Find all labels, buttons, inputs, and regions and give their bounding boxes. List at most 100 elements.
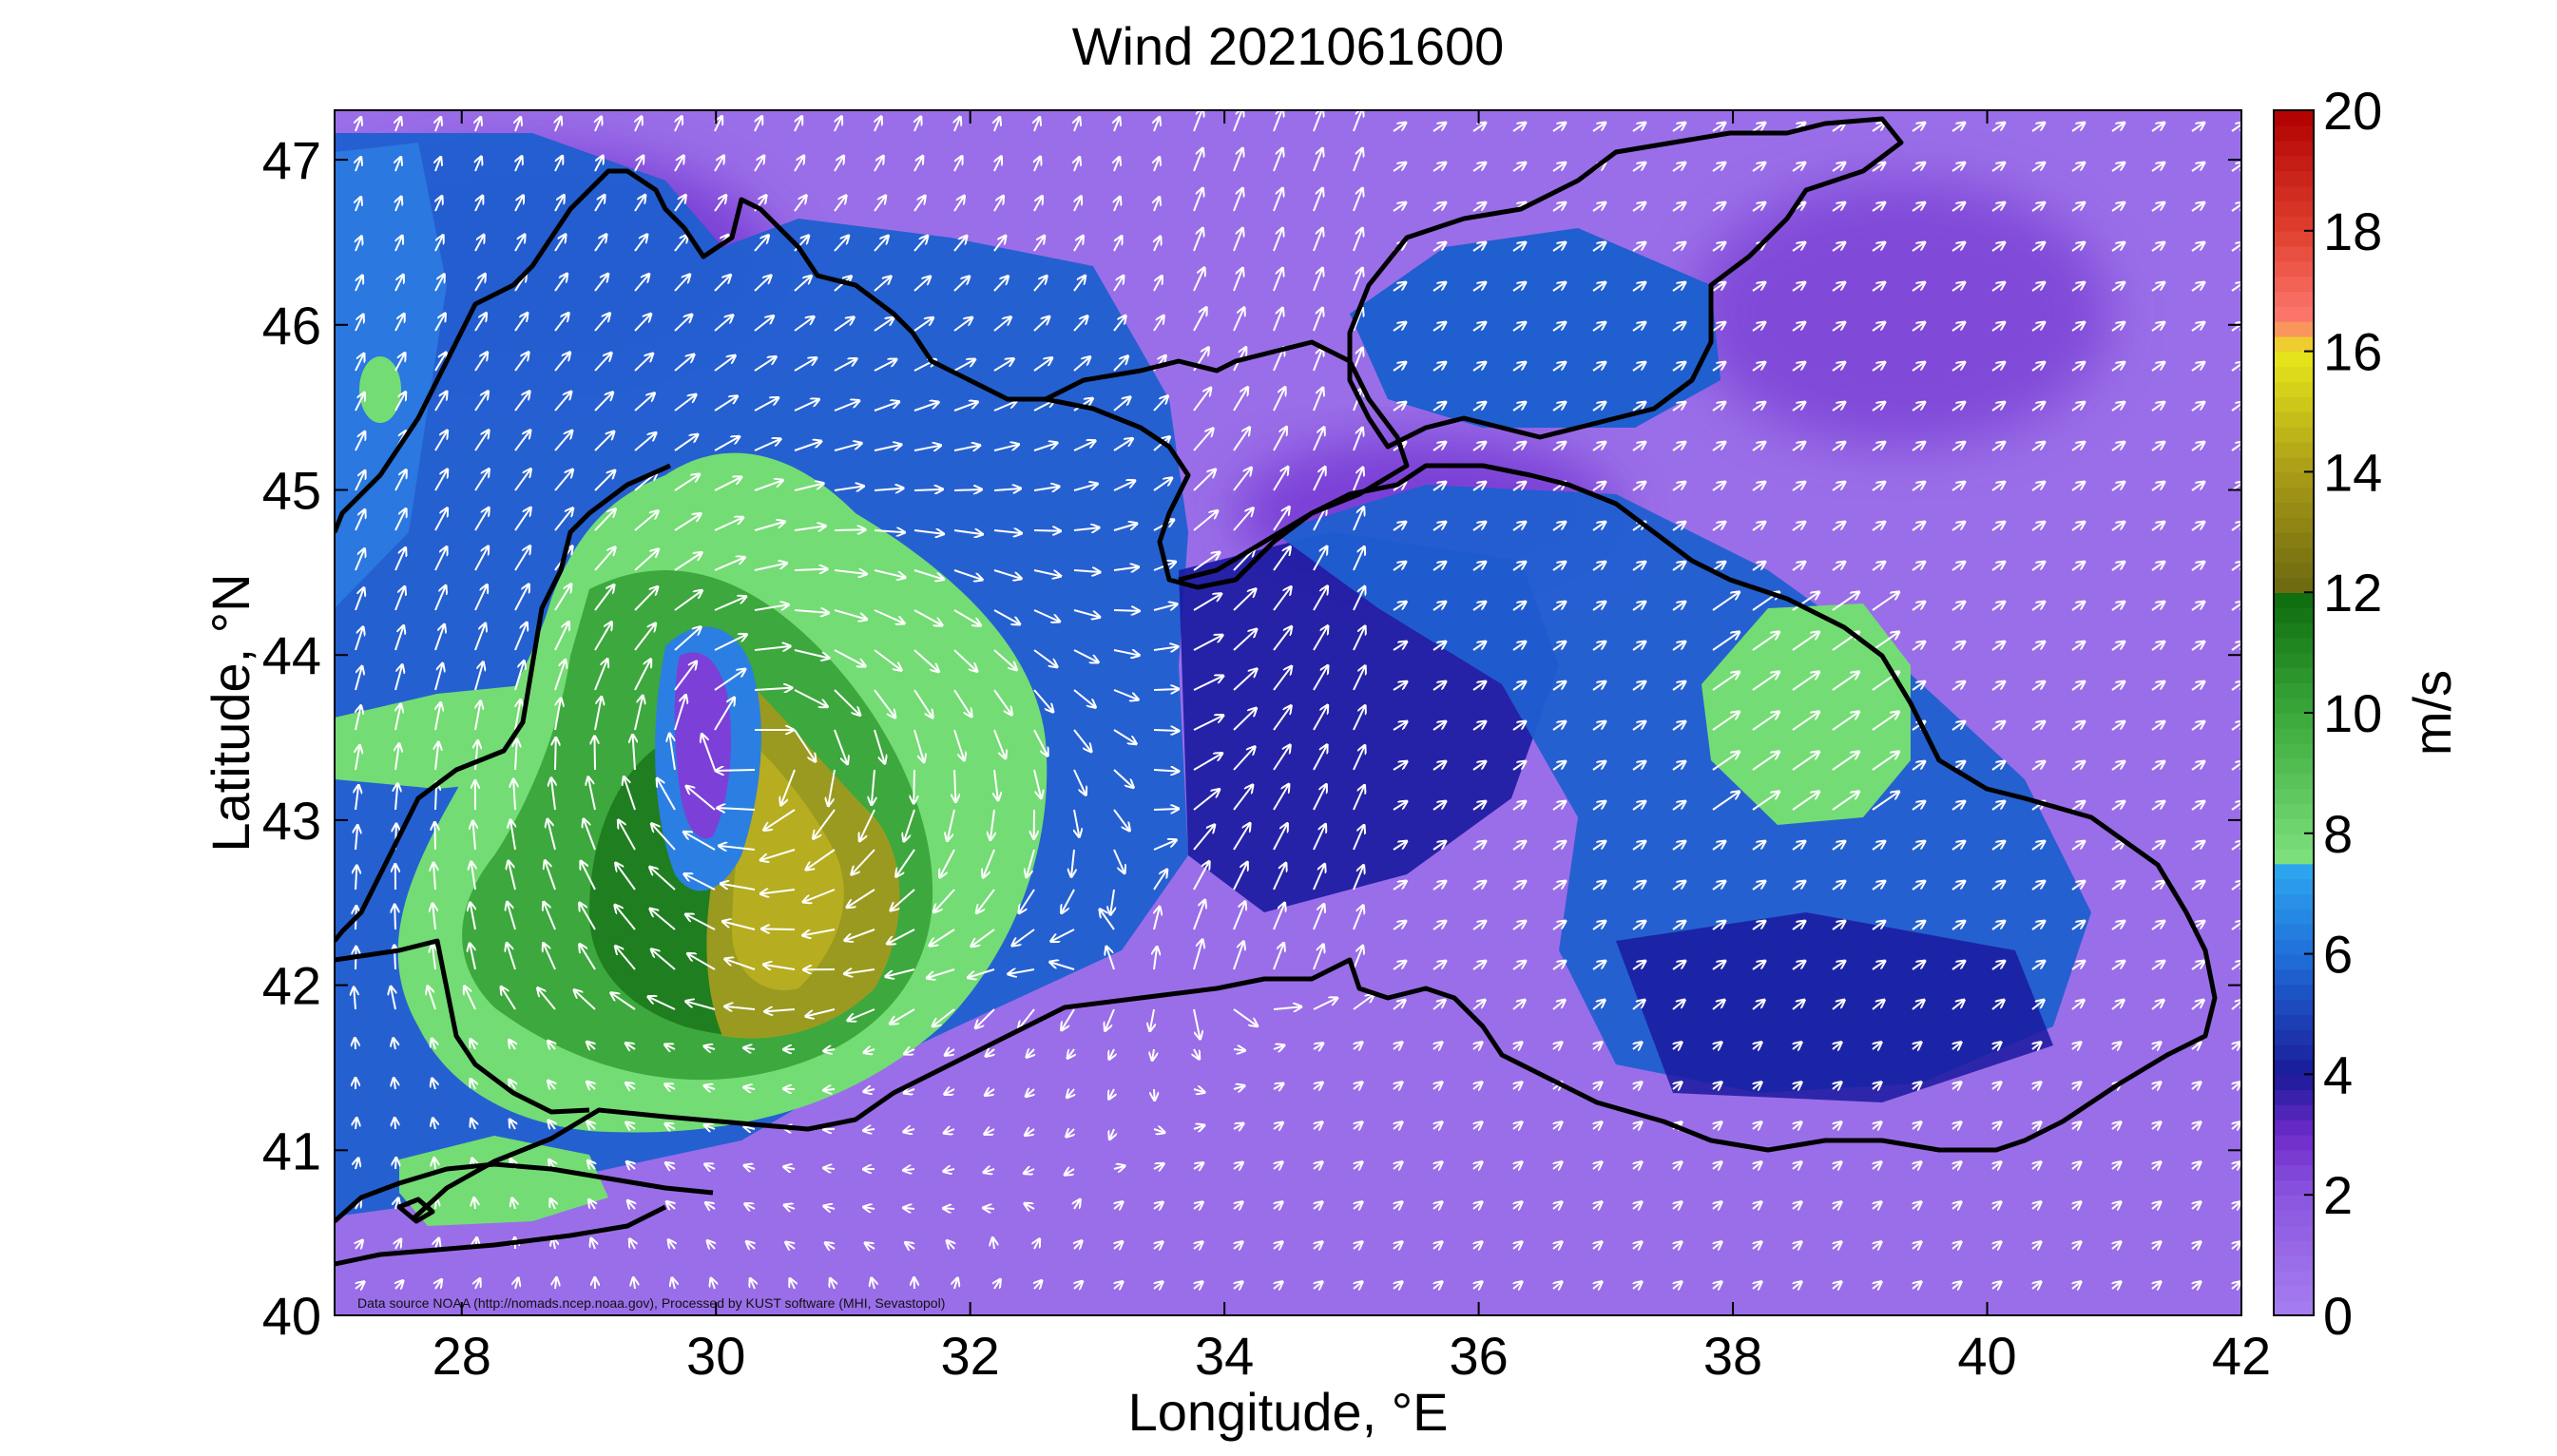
colorbar-swatch bbox=[2274, 788, 2314, 804]
wind-arrow bbox=[1872, 123, 1885, 132]
wind-arrow bbox=[1393, 801, 1407, 811]
wind-arrow bbox=[993, 358, 1014, 372]
wind-arrow bbox=[1512, 322, 1526, 332]
wind-arrow bbox=[1752, 322, 1765, 332]
wind-arrow bbox=[1632, 322, 1645, 332]
wind-arrow bbox=[634, 195, 645, 212]
wind-arrow bbox=[1073, 484, 1098, 491]
wind-arrow bbox=[913, 236, 928, 252]
wind-arrow bbox=[674, 661, 697, 691]
colorbar-swatch bbox=[2274, 999, 2314, 1015]
wind-arrow bbox=[2111, 123, 2124, 132]
colorbar-swatch bbox=[2274, 1028, 2314, 1045]
wind-arrow bbox=[395, 157, 401, 172]
wind-arrow bbox=[554, 156, 563, 172]
wind-arrow bbox=[475, 157, 481, 172]
wind-arrow bbox=[1832, 282, 1845, 292]
wind-arrow bbox=[1951, 442, 1965, 451]
wind-arrow bbox=[2191, 482, 2204, 491]
y-tick-label: 40 bbox=[262, 1286, 321, 1346]
colorbar-swatch bbox=[2274, 335, 2314, 353]
wind-arrow bbox=[834, 196, 846, 212]
wind-arrow bbox=[993, 530, 1022, 533]
wind-arrow bbox=[1472, 242, 1486, 252]
x-tick-label: 30 bbox=[686, 1326, 745, 1386]
wind-arrow bbox=[1353, 428, 1362, 451]
wind-arrow bbox=[1153, 395, 1168, 412]
wind-arrow bbox=[434, 274, 444, 292]
wind-arrow bbox=[554, 353, 570, 372]
wind-arrow bbox=[1193, 825, 1215, 851]
wind-arrow bbox=[2191, 721, 2204, 731]
wind-arrow bbox=[2111, 522, 2124, 531]
wind-arrow bbox=[803, 889, 836, 902]
wind-arrow bbox=[1951, 681, 1965, 691]
wind-arrow bbox=[2151, 761, 2164, 771]
colorbar-tick-label: 4 bbox=[2323, 1044, 2353, 1104]
wind-arrow bbox=[2231, 163, 2241, 172]
wind-arrow bbox=[993, 401, 1017, 412]
wind-arrow bbox=[1951, 322, 1965, 332]
wind-arrow bbox=[1393, 602, 1407, 611]
wind-arrow bbox=[474, 700, 481, 731]
wind-arrow bbox=[953, 689, 971, 717]
wind-arrow bbox=[515, 156, 522, 172]
wind-arrow bbox=[1872, 362, 1885, 372]
wind-arrow bbox=[2151, 282, 2164, 292]
wind-arrow bbox=[1912, 362, 1925, 372]
wind-arrow bbox=[1193, 594, 1221, 611]
wind-arrow bbox=[874, 156, 883, 172]
wind-arrow bbox=[1552, 721, 1566, 731]
colorbar-swatch bbox=[2274, 607, 2314, 623]
wind-arrow bbox=[2231, 602, 2241, 611]
wind-arrow bbox=[754, 316, 774, 332]
wind-arrow bbox=[714, 315, 733, 332]
wind-arrow bbox=[947, 809, 955, 841]
wind-arrow bbox=[1592, 642, 1605, 651]
wind-arrow bbox=[714, 669, 745, 691]
wind-arrow bbox=[1632, 562, 1645, 571]
wind-arrow bbox=[754, 235, 769, 252]
wind-arrow bbox=[794, 484, 824, 491]
wind-arrow bbox=[1113, 849, 1125, 873]
wind-arrow bbox=[1313, 348, 1322, 372]
wind-arrow bbox=[1512, 602, 1526, 611]
wind-arrow bbox=[1712, 562, 1725, 571]
wind-arrow bbox=[1512, 282, 1526, 292]
wind-arrow bbox=[794, 276, 812, 292]
wind-arrow bbox=[1233, 589, 1256, 611]
wind-arrow bbox=[834, 156, 844, 172]
wind-arrow bbox=[1193, 188, 1202, 212]
wind-arrow bbox=[634, 274, 649, 292]
wind-arrow bbox=[594, 156, 603, 172]
wind-arrow bbox=[2231, 841, 2241, 851]
wind-arrow bbox=[1393, 282, 1406, 292]
wind-arrow bbox=[2031, 761, 2045, 771]
wind-arrow bbox=[993, 649, 1017, 670]
wind-arrow bbox=[1632, 681, 1645, 691]
wind-arrow bbox=[1193, 307, 1206, 332]
wind-arrow bbox=[1472, 721, 1486, 731]
wind-arrow bbox=[993, 689, 1012, 715]
wind-arrow bbox=[2191, 602, 2204, 611]
wind-arrow bbox=[1792, 672, 1819, 691]
wind-arrow bbox=[1712, 841, 1725, 851]
wind-arrow bbox=[1712, 282, 1725, 292]
wind-arrow bbox=[434, 822, 435, 851]
wind-arrow bbox=[584, 819, 596, 851]
wind-arrow bbox=[594, 195, 605, 212]
wind-arrow bbox=[1153, 730, 1179, 731]
wind-arrow bbox=[474, 313, 487, 332]
wind-arrow bbox=[1353, 148, 1362, 172]
wind-arrow bbox=[635, 116, 642, 132]
wind-arrow bbox=[674, 695, 686, 731]
colorbar-label: m/s bbox=[2402, 670, 2462, 756]
wind-arrow bbox=[1592, 761, 1605, 771]
colorbar-ticks: 0 2 4 6 8 10 12 14 16 18 20 bbox=[2304, 81, 2382, 1346]
wind-arrow bbox=[993, 316, 1011, 332]
wind-arrow bbox=[1472, 642, 1486, 651]
wind-arrow bbox=[1393, 163, 1406, 172]
wind-arrow bbox=[834, 236, 849, 252]
wind-arrow bbox=[1752, 632, 1779, 651]
wind-arrow bbox=[1672, 482, 1685, 491]
